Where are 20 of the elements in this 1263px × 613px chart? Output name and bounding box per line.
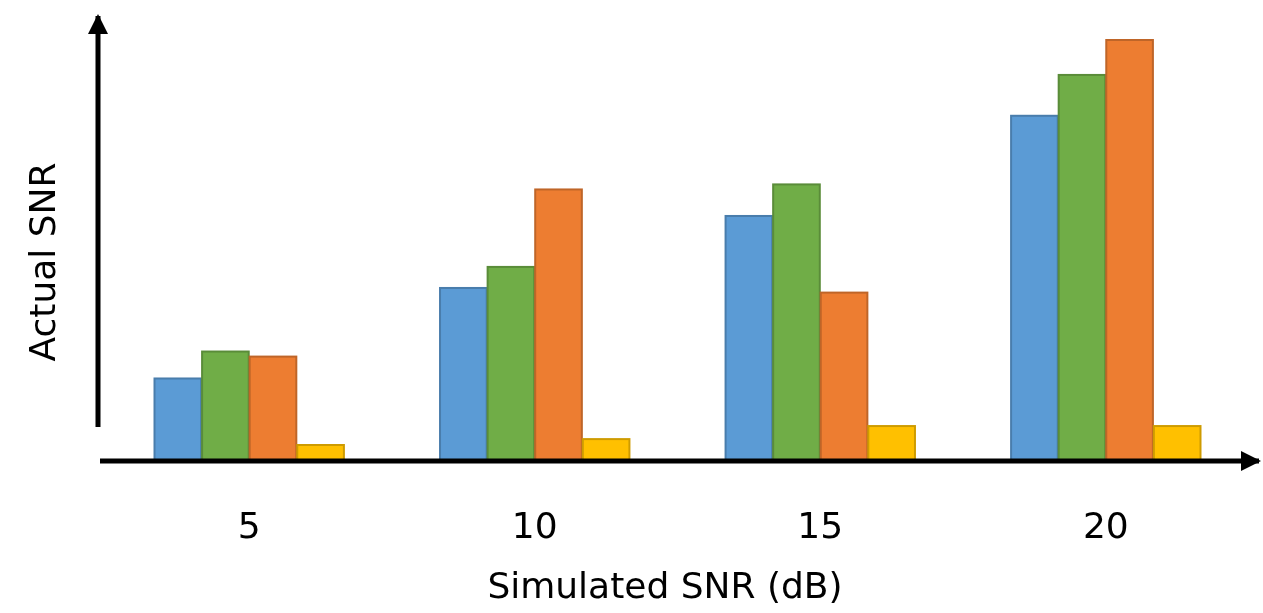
bar xyxy=(1105,39,1154,462)
bar xyxy=(248,355,298,462)
bar xyxy=(486,265,536,462)
bar xyxy=(1010,114,1059,462)
bar xyxy=(1057,73,1107,462)
x-tick-label: 20 xyxy=(1082,505,1129,546)
bar xyxy=(201,350,250,462)
bar xyxy=(819,291,869,462)
x-tick-label: 10 xyxy=(511,505,558,546)
bar xyxy=(867,425,916,462)
x-tick-label: 5 xyxy=(237,505,261,546)
bar xyxy=(724,214,774,462)
bar xyxy=(439,286,488,462)
x-tick-label: 15 xyxy=(797,505,844,546)
bar xyxy=(772,183,821,462)
bar xyxy=(1152,425,1202,462)
bar xyxy=(153,377,203,462)
y-axis-title: Actual SNR xyxy=(22,162,63,362)
bar xyxy=(534,188,583,462)
x-axis-title: Simulated SNR (dB) xyxy=(487,565,843,606)
